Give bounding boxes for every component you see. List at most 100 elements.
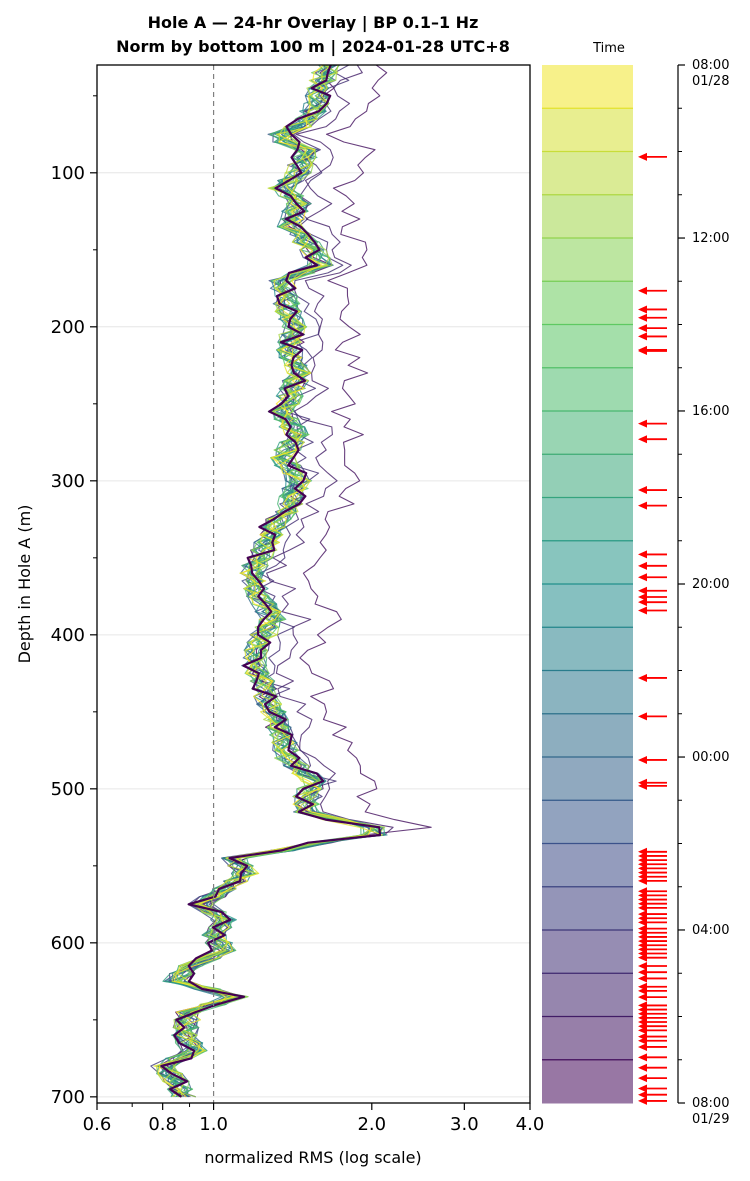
colorbar-tick-label: 00:00	[692, 750, 729, 765]
event-arrow-head	[638, 903, 647, 912]
colorbar-tick-label: 12:00	[692, 231, 729, 246]
event-arrow-head	[638, 550, 647, 559]
event-arrow-head	[638, 346, 647, 355]
event-arrow-head	[638, 592, 647, 601]
x-axis-label: normalized RMS (log scale)	[204, 1148, 421, 1167]
colorbar-tick-date: 01/29	[692, 1112, 729, 1127]
series-lines	[150, 65, 432, 1098]
colorbar-band	[542, 65, 633, 109]
series-line	[157, 65, 379, 1097]
x-tick-label: 2.0	[357, 1114, 386, 1135]
y-axis-label: Depth in Hole A (m)	[15, 505, 34, 664]
colorbar-title: Time	[592, 41, 625, 56]
event-arrow-head	[638, 313, 647, 322]
colorbar-band	[542, 281, 633, 325]
colorbar-band	[542, 194, 633, 239]
event-arrow-head	[638, 332, 647, 341]
x-tick-label: 4.0	[516, 1114, 545, 1135]
colorbar-band	[542, 497, 633, 542]
event-arrow-head	[638, 1036, 647, 1045]
y-tick-label: 300	[51, 471, 85, 492]
colorbar-band	[542, 367, 633, 412]
event-arrow-head	[638, 152, 647, 161]
y-tick-label: 400	[51, 625, 85, 646]
colorbar-tick-label: 08:00	[692, 1096, 729, 1111]
event-arrow-head	[638, 918, 647, 927]
event-arrow-head	[638, 953, 647, 962]
colorbar-band	[542, 670, 633, 715]
event-arrow-head	[638, 419, 647, 428]
event-arrow-head	[638, 1096, 647, 1105]
colorbar-band	[542, 757, 633, 801]
x-tick-label: 1.0	[199, 1114, 228, 1135]
series-line	[160, 65, 382, 1098]
event-arrow-head	[638, 993, 647, 1002]
event-arrow-head	[638, 1063, 647, 1072]
event-arrow-head	[638, 1074, 647, 1083]
y-axis: 100 200 300 400 500 600 700	[51, 95, 97, 1108]
x-axis: 0.6 0.8 1.0 2.0 3.0 4.0	[83, 1103, 545, 1135]
event-arrow-head	[638, 586, 647, 595]
y-tick-label: 700	[51, 1087, 85, 1108]
event-arrow-head	[638, 561, 647, 570]
event-arrow-head	[638, 1026, 647, 1035]
event-arrow-head	[638, 673, 647, 682]
colorbar-tick-label: 08:00	[692, 58, 729, 73]
event-arrow-head	[638, 606, 647, 615]
colorbar-band	[542, 540, 633, 585]
colorbar-band	[542, 930, 633, 974]
y-tick-label: 500	[51, 779, 85, 800]
colorbar-band	[542, 411, 633, 455]
colorbar-band	[542, 843, 633, 888]
x-tick-label: 3.0	[450, 1114, 479, 1135]
colorbar-tick-label: 04:00	[692, 923, 729, 938]
event-arrow-head	[638, 1090, 647, 1099]
event-arrow-head	[638, 598, 647, 607]
plot-frame	[96, 64, 531, 1104]
event-arrow-head	[638, 781, 647, 790]
y-gridlines	[97, 172, 530, 1098]
colorbar	[542, 65, 633, 1104]
event-arrow-head	[638, 755, 647, 764]
event-arrow-head	[638, 435, 647, 444]
colorbar-band	[542, 108, 633, 152]
event-arrow-head	[638, 986, 647, 995]
colorbar-band	[542, 627, 633, 671]
colorbar-band	[542, 973, 633, 1017]
colorbar-band	[542, 238, 633, 282]
event-arrow-head	[638, 486, 647, 495]
series-line	[157, 65, 432, 1098]
colorbar-tick-label: 20:00	[692, 577, 729, 592]
colorbar-band	[542, 584, 633, 628]
series-line	[159, 65, 375, 1098]
x-tick-label: 0.8	[148, 1114, 177, 1135]
colorbar-band	[542, 886, 633, 931]
series-line	[166, 65, 384, 1098]
event-arrow-head	[638, 712, 647, 721]
event-arrow-head	[638, 501, 647, 510]
event-arrow-head	[638, 961, 647, 970]
chart-title-line1: Hole A — 24-hr Overlay | BP 0.1–1 Hz	[148, 13, 479, 33]
event-arrow-head	[638, 324, 647, 333]
x-tick-label: 0.6	[83, 1114, 112, 1135]
colorbar-tick-date: 01/28	[692, 74, 729, 89]
event-arrow-head	[638, 573, 647, 582]
y-tick-label: 100	[51, 163, 85, 184]
colorbar-band	[542, 151, 633, 196]
series-line	[168, 65, 376, 1098]
colorbar-band	[542, 1016, 633, 1061]
series-line	[163, 65, 375, 1098]
series-line	[157, 65, 388, 1098]
event-arrow-head	[638, 305, 647, 314]
series-line	[162, 65, 375, 1097]
colorbar-band	[542, 324, 633, 369]
y-tick-label: 600	[51, 933, 85, 954]
series-line	[153, 65, 384, 1098]
colorbar-band	[542, 1059, 633, 1104]
event-arrow-head	[638, 1042, 647, 1051]
event-arrow-head	[638, 876, 647, 885]
colorbar-band	[542, 713, 633, 758]
colorbar-tick-label: 16:00	[692, 404, 729, 419]
y-tick-label: 200	[51, 317, 85, 338]
